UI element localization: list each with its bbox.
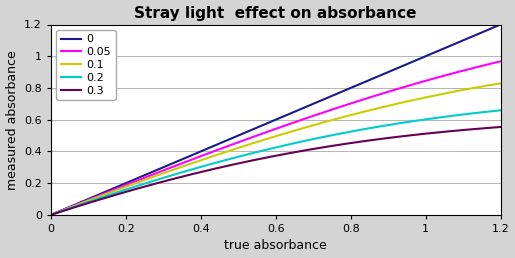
0.1 xyxy=(48,213,55,216)
0 xyxy=(94,194,100,197)
0.2 xyxy=(246,152,252,156)
0.2 xyxy=(357,128,363,132)
0.3 xyxy=(497,125,504,128)
0.1 xyxy=(497,82,504,85)
0.05 xyxy=(246,137,252,140)
Line: 0.1: 0.1 xyxy=(52,83,501,215)
0.3 xyxy=(94,199,100,202)
0.1 xyxy=(407,99,413,102)
Line: 0.05: 0.05 xyxy=(52,61,501,215)
0.3 xyxy=(48,213,55,216)
Title: Stray light  effect on absorbance: Stray light effect on absorbance xyxy=(134,6,417,21)
0 xyxy=(407,61,413,64)
0.1 xyxy=(94,196,100,199)
0.05 xyxy=(357,99,363,102)
0.1 xyxy=(399,101,405,104)
0.2 xyxy=(94,197,100,200)
0.2 xyxy=(399,121,405,124)
0.2 xyxy=(48,213,55,216)
0.3 xyxy=(399,135,405,138)
0.05 xyxy=(407,84,413,87)
0.2 xyxy=(497,109,504,112)
0.1 xyxy=(246,143,252,146)
X-axis label: true absorbance: true absorbance xyxy=(225,239,327,252)
Line: 0.2: 0.2 xyxy=(52,110,501,215)
Line: 0.3: 0.3 xyxy=(52,127,501,215)
0.3 xyxy=(407,134,413,137)
0 xyxy=(497,23,504,26)
0.05 xyxy=(399,86,405,89)
0.1 xyxy=(230,148,236,151)
0 xyxy=(246,129,252,132)
0 xyxy=(357,83,363,86)
0.05 xyxy=(497,60,504,63)
0 xyxy=(230,136,236,139)
0.3 xyxy=(246,159,252,163)
Legend: 0, 0.05, 0.1, 0.2, 0.3: 0, 0.05, 0.1, 0.2, 0.3 xyxy=(57,30,115,100)
0.05 xyxy=(230,143,236,146)
Line: 0: 0 xyxy=(52,25,501,215)
0.1 xyxy=(357,111,363,114)
0.3 xyxy=(230,163,236,166)
0 xyxy=(48,213,55,216)
0.3 xyxy=(357,140,363,143)
Y-axis label: measured absorbance: measured absorbance xyxy=(6,50,19,190)
0 xyxy=(399,65,405,68)
0.05 xyxy=(48,213,55,216)
0.05 xyxy=(94,195,100,198)
0.2 xyxy=(230,157,236,160)
0.2 xyxy=(407,120,413,123)
